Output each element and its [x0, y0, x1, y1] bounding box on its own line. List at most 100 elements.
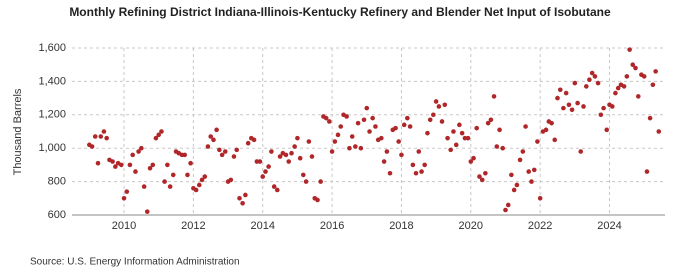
point — [405, 115, 410, 121]
point — [240, 201, 245, 206]
point — [644, 169, 650, 174]
point — [335, 132, 341, 138]
point — [535, 139, 540, 144]
point — [561, 105, 566, 111]
x-tick-label: 2016 — [320, 220, 344, 232]
point — [598, 112, 604, 118]
point — [422, 162, 427, 168]
point — [543, 127, 549, 133]
point — [427, 117, 433, 123]
point — [555, 95, 560, 101]
point — [367, 129, 372, 134]
point — [474, 125, 479, 131]
y-tick-label: 600 — [48, 209, 66, 221]
point — [656, 129, 662, 134]
point — [517, 157, 523, 163]
point — [349, 134, 355, 139]
point — [196, 182, 202, 188]
point — [431, 112, 436, 118]
point — [182, 152, 188, 158]
point — [457, 122, 462, 128]
point — [396, 139, 401, 144]
point — [295, 135, 300, 141]
point — [627, 47, 632, 52]
point — [587, 77, 592, 83]
point — [121, 196, 127, 201]
point — [110, 159, 115, 164]
point — [228, 177, 234, 183]
point — [549, 120, 554, 126]
point — [361, 117, 367, 123]
point — [231, 154, 237, 159]
point — [384, 149, 390, 154]
point — [419, 169, 424, 174]
point — [387, 170, 393, 176]
point — [483, 170, 488, 176]
point — [604, 127, 610, 133]
point — [592, 74, 598, 79]
point — [442, 102, 448, 108]
point — [433, 99, 439, 104]
x-tick-label: 2012 — [181, 220, 205, 232]
point — [413, 170, 419, 176]
point — [219, 152, 225, 158]
point — [283, 152, 289, 158]
x-tick-label: 2018 — [389, 220, 413, 232]
point — [159, 129, 164, 134]
point — [271, 184, 277, 189]
point — [297, 155, 303, 161]
y-tick-label: 800 — [48, 176, 66, 188]
point — [205, 144, 211, 149]
point — [477, 174, 482, 179]
point — [379, 135, 384, 141]
point — [451, 129, 456, 134]
point — [251, 137, 257, 143]
point — [563, 90, 569, 96]
y-tick-label: 1,000 — [38, 142, 66, 154]
point — [445, 135, 450, 141]
point — [557, 87, 563, 93]
point — [410, 162, 416, 168]
point — [479, 177, 485, 183]
point — [578, 149, 584, 154]
point — [289, 150, 294, 156]
point — [303, 179, 309, 184]
point — [257, 159, 263, 164]
point — [266, 164, 271, 169]
point — [633, 65, 638, 71]
point — [188, 160, 193, 166]
y-tick-label: 1,200 — [38, 109, 66, 121]
point — [245, 140, 251, 146]
point — [167, 184, 173, 189]
point — [217, 147, 222, 153]
point — [471, 155, 476, 161]
point — [650, 82, 656, 88]
point — [624, 74, 630, 79]
point — [234, 147, 240, 153]
point — [500, 145, 506, 151]
y-tick-label: 1,400 — [38, 75, 66, 87]
point — [130, 152, 135, 158]
point — [153, 135, 159, 141]
point — [323, 115, 329, 121]
point — [399, 152, 404, 158]
point — [274, 187, 280, 193]
point — [583, 84, 589, 89]
point — [124, 189, 130, 194]
point — [575, 100, 580, 106]
point — [416, 149, 422, 154]
point — [468, 159, 474, 164]
point — [355, 120, 361, 126]
point — [381, 159, 387, 164]
point — [150, 162, 156, 168]
point — [497, 127, 502, 133]
point — [425, 130, 430, 136]
point — [286, 159, 292, 164]
point — [526, 169, 532, 174]
point — [569, 107, 575, 113]
point — [615, 85, 621, 91]
point — [459, 130, 465, 136]
point — [647, 115, 653, 121]
point — [243, 192, 248, 198]
